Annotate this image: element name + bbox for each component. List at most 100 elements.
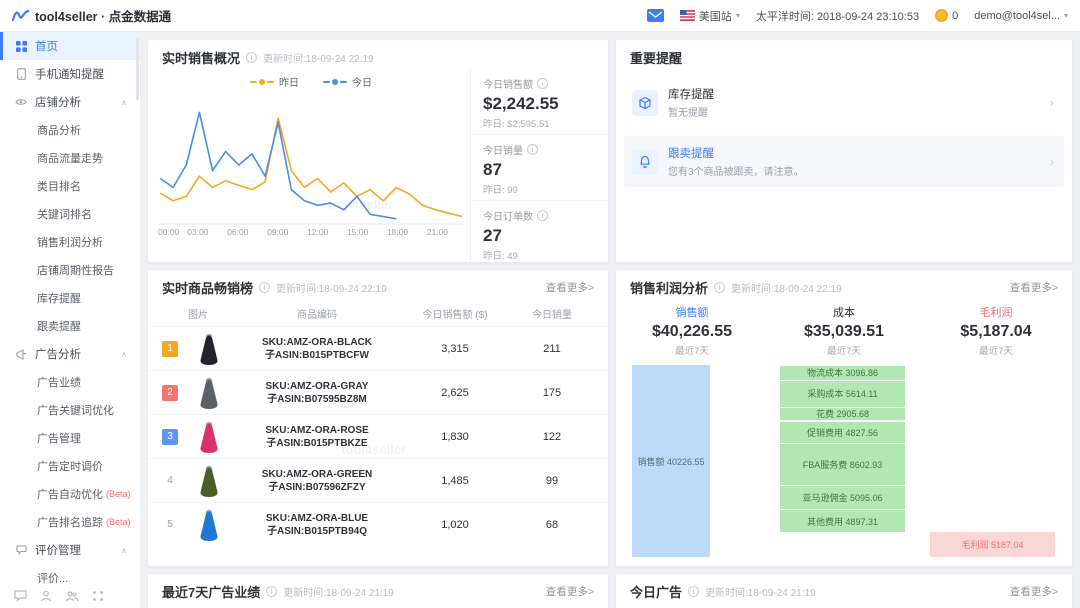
beta-tag: (Beta) [106, 517, 131, 527]
legend-yesterday[interactable]: 昨日 [250, 74, 299, 89]
alert-label: 跟卖提醒 [668, 148, 714, 160]
sidebar-item-traffic-trend[interactable]: 商品流量走势 [0, 144, 140, 172]
rank-badge: 3 [162, 429, 178, 445]
table-row[interactable]: 2 SKU:AMZ-ORA-GRAY子ASIN:B07595BZ8M 2,625… [148, 370, 608, 414]
bell-icon [632, 149, 658, 175]
caret-down-icon: ▾ [736, 11, 740, 20]
product-image [184, 419, 234, 455]
info-icon[interactable]: i [246, 52, 257, 63]
waterfall-bar: 物流成本 3096.86 [780, 365, 905, 380]
info-icon[interactable]: i [266, 586, 277, 597]
card-title: 销售利润分析 [630, 278, 708, 297]
updated-time: 更新时间:18-09-24 22:19 [731, 280, 842, 295]
comment-icon [15, 545, 27, 555]
alert-row-inventory[interactable]: 库存提醒 暂无提醒 › [624, 77, 1064, 128]
sidebar-item-ad-manage[interactable]: 广告管理 [0, 424, 140, 452]
alert-desc: 暂无提醒 [668, 104, 714, 119]
info-icon[interactable]: i [259, 282, 270, 293]
rank-badge: 5 [162, 517, 178, 533]
profit-stats: 销售额 $40,226.55 最近7天 成本 $35,039.51 最近7天 毛… [616, 299, 1072, 365]
waterfall-bar: FBA服务费 8602.93 [780, 443, 905, 484]
realtime-stats: 今日销售额i $2,242.55 昨日: $2,595.51 今日销量i 87 … [470, 69, 608, 262]
sidebar-group-label: 评价管理 [35, 542, 81, 558]
info-icon[interactable]: i [537, 78, 548, 89]
sidebar-item-ad-keyword-opt[interactable]: 广告关键词优化 [0, 396, 140, 424]
region-selector[interactable]: 美国站 ▾ [680, 8, 740, 24]
beta-tag: (Beta) [106, 489, 131, 499]
view-more-link[interactable]: 查看更多> [546, 280, 594, 295]
alert-desc: 您有3个商品被跟卖，请注意。 [668, 163, 804, 178]
account-email: demo@tool4sel... [974, 10, 1060, 22]
sidebar-item-phone-alerts[interactable]: 手机通知提醒 [0, 60, 140, 88]
stat-gross-profit: 毛利润 $5,187.04 最近7天 [920, 304, 1072, 357]
alert-label: 库存提醒 [668, 89, 714, 101]
sidebar-item-ad-performance[interactable]: 广告业绩 [0, 368, 140, 396]
user-icon[interactable] [40, 590, 52, 602]
logo-text: tool4seller · 点金数据通 [35, 6, 171, 25]
table-row[interactable]: 3 SKU:AMZ-ORA-ROSE子ASIN:B015PTBKZE 1,830… [148, 414, 608, 458]
sidebar-item-hijack-alert[interactable]: 跟卖提醒 [0, 312, 140, 340]
grid-icon [15, 41, 27, 52]
sidebar-group-ad-analysis[interactable]: 广告分析 ∧ [0, 340, 140, 368]
realtime-line-chart[interactable]: 昨日 今日 00:00 03:00 06:00 09:00 12:00 [148, 69, 470, 262]
view-more-link[interactable]: 查看更多> [546, 584, 594, 599]
card-title: 实时销售概况 [162, 48, 240, 67]
sidebar-item-inventory-alert[interactable]: 库存提醒 [0, 284, 140, 312]
info-icon[interactable]: i [537, 210, 548, 221]
caret-down-icon: ▾ [1064, 11, 1068, 20]
message-icon[interactable] [14, 590, 27, 602]
waterfall-bar: 其他费用 4897.31 [780, 509, 905, 532]
megaphone-icon [15, 349, 27, 360]
view-more-link[interactable]: 查看更多> [1010, 280, 1058, 295]
sidebar-item-profit-analysis[interactable]: 销售利润分析 [0, 228, 140, 256]
sidebar-item-label: 首页 [35, 38, 58, 54]
card-ads-7days: 最近7天广告业绩 i 更新时间:18-09-24 21:19 查看更多> [148, 574, 608, 608]
table-row[interactable]: 5 SKU:AMZ-ORA-BLUE子ASIN:B015PTB94Q 1,020… [148, 502, 608, 546]
table-row[interactable]: 4 SKU:AMZ-ORA-GREEN子ASIN:B07596ZFZY 1,48… [148, 458, 608, 502]
info-icon[interactable]: i [688, 586, 699, 597]
stat-today-sales: 今日销售额i $2,242.55 昨日: $2,595.51 [471, 69, 608, 135]
sidebar-item-ad-auto-opt[interactable]: 广告自动优化(Beta) [0, 480, 140, 508]
card-profit-analysis: 销售利润分析 i 更新时间:18-09-24 22:19 查看更多> 销售额 $… [616, 270, 1072, 566]
timezone-clock: 太平洋时间: 2018-09-24 23:10:53 [756, 8, 919, 24]
waterfall-bar: 花费 2905.68 [780, 407, 905, 421]
legend-today[interactable]: 今日 [323, 74, 372, 89]
account-menu[interactable]: demo@tool4sel... ▾ [974, 10, 1068, 22]
stat-revenue: 销售额 $40,226.55 最近7天 [616, 304, 768, 357]
sidebar-item-home[interactable]: 首页 [0, 32, 140, 60]
us-flag-icon [680, 10, 695, 21]
sidebar-item-product-analysis[interactable]: 商品分析 [0, 116, 140, 144]
updated-time: 更新时间:18-09-24 21:19 [705, 584, 816, 599]
coin-badge[interactable]: 0 [935, 9, 958, 22]
app-logo[interactable]: tool4seller · 点金数据通 [12, 6, 171, 25]
topbar: tool4seller · 点金数据通 美国站 ▾ 太平洋时间: 2018-09… [0, 0, 1080, 32]
alert-row-hijack[interactable]: 跟卖提醒 您有3个商品被跟卖，请注意。 › [624, 136, 1064, 187]
product-image [184, 331, 234, 367]
sidebar-item-ad-rank-track[interactable]: 广告排名追踪(Beta) [0, 508, 140, 536]
sidebar-group-shop-analysis[interactable]: 店铺分析 ∧ [0, 88, 140, 116]
card-important-alerts: 重要提醒 库存提醒 暂无提醒 › 跟卖提醒 您有3个商品被跟卖，请注意。 › [616, 40, 1072, 262]
waterfall-bar: 亚马逊佣金 5095.06 [780, 485, 905, 509]
sidebar-item-category-rank[interactable]: 类目排名 [0, 172, 140, 200]
users-icon[interactable] [65, 590, 79, 602]
sidebar-scrollbar[interactable] [136, 38, 139, 100]
card-ads-today: 今日广告 i 更新时间:18-09-24 21:19 查看更多> [616, 574, 1072, 608]
sidebar-group-review-manage[interactable]: 评价管理 ∧ [0, 536, 140, 564]
table-header: 图片 商品编码 今日销售额 ($) 今日销量 [148, 299, 608, 326]
sales-line-chart-svg [158, 93, 464, 225]
eye-icon [15, 98, 27, 106]
apps-icon[interactable] [92, 590, 104, 602]
info-icon[interactable]: i [714, 282, 725, 293]
sidebar-item-keyword-rank[interactable]: 关键词排名 [0, 200, 140, 228]
sidebar-item-ad-schedule-price[interactable]: 广告定时调价 [0, 452, 140, 480]
mail-icon[interactable] [647, 9, 664, 22]
stat-today-units: 今日销量i 87 昨日: 99 [471, 135, 608, 201]
table-row[interactable]: 1 SKU:AMZ-ORA-BLACK子ASIN:B015PTBCFW 3,31… [148, 326, 608, 370]
info-icon[interactable]: i [527, 144, 538, 155]
waterfall-bar: 采购成本 5614.11 [780, 380, 905, 407]
chevron-right-icon: › [1050, 154, 1054, 169]
logo-icon [12, 9, 29, 22]
sidebar-item-periodic-report[interactable]: 店铺周期性报告 [0, 256, 140, 284]
profit-waterfall-chart[interactable]: 销售额 40226.55物流成本 3096.86采购成本 5614.11花费 2… [630, 365, 1058, 557]
view-more-link[interactable]: 查看更多> [1010, 584, 1058, 599]
